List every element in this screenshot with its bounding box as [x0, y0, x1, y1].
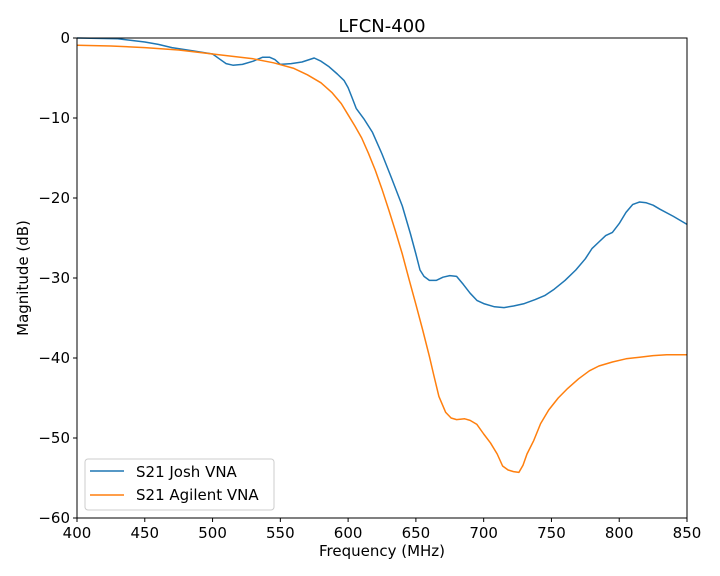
series-line-0	[76, 37, 688, 309]
legend-box	[84, 458, 275, 511]
x-tick-label: 450	[130, 524, 159, 542]
legend-label-agilent: S21 Agilent VNA	[136, 486, 259, 504]
plot-area	[76, 37, 688, 474]
y-tick-label: −20	[38, 189, 70, 207]
x-tick-label: 400	[63, 524, 92, 542]
series-line-1	[76, 44, 687, 474]
legend-label-josh: S21 Josh VNA	[136, 463, 238, 481]
y-tick-label: −40	[38, 349, 70, 367]
x-tick-label: 650	[402, 524, 431, 542]
y-tick-label: −10	[38, 109, 70, 127]
x-tick-label: 750	[537, 524, 566, 542]
y-tick-label: −50	[38, 429, 70, 447]
x-tick-label: 800	[605, 524, 634, 542]
y-axis-label: Magnitude (dB)	[14, 220, 32, 336]
x-tick-label: 600	[334, 524, 363, 542]
y-tick-label: 0	[60, 29, 70, 47]
x-axis: 400 450 500 550 600 650 700 750 800 850	[63, 518, 702, 542]
y-tick-label: −30	[38, 269, 70, 287]
x-tick-label: 700	[469, 524, 498, 542]
x-axis-label: Frequency (MHz)	[319, 542, 445, 560]
x-tick-label: 850	[673, 524, 702, 542]
chart-title: LFCN-400	[338, 16, 425, 37]
legend: S21 Josh VNA S21 Agilent VNA	[84, 458, 275, 511]
x-tick-label: 500	[198, 524, 227, 542]
y-axis: 0 −10 −20 −30 −40 −50 −60	[38, 29, 77, 527]
y-tick-label: −60	[38, 509, 70, 527]
plot-frame	[76, 37, 688, 519]
x-tick-label: 550	[266, 524, 295, 542]
